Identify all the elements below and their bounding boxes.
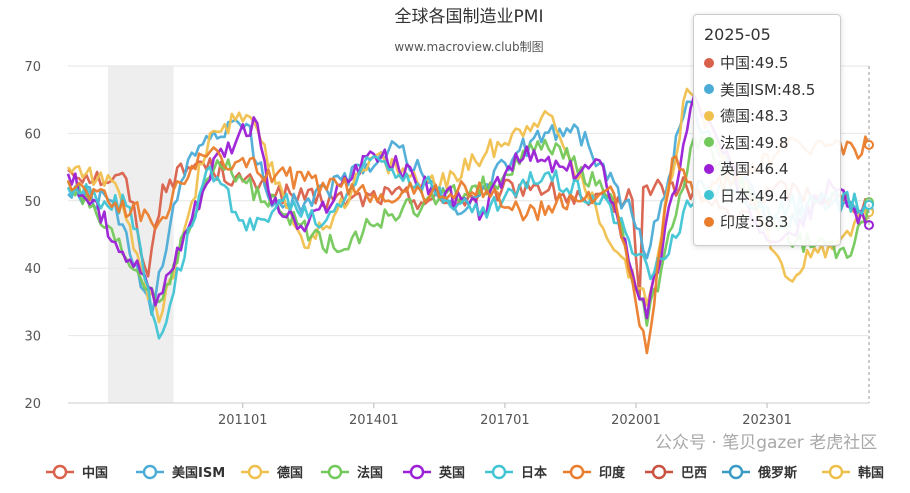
legend-item[interactable]: 英国 — [403, 464, 465, 481]
tooltip-dot-icon — [704, 137, 714, 147]
tooltip-row: 日本:49.4 — [704, 183, 830, 210]
tooltip-label: 中国:49.5 — [720, 54, 789, 72]
legend-marker — [728, 464, 744, 480]
tooltip-title: 2025-05 — [704, 25, 771, 44]
tooltip-row: 美国ISM:48.5 — [704, 77, 830, 104]
y-axis: 20 30 40 50 60 70 — [24, 60, 41, 412]
legend-label: 日本 — [521, 465, 547, 481]
tooltip-label: 印度:58.3 — [720, 213, 789, 231]
tooltip-dot-icon — [704, 163, 714, 174]
tooltip-dot-icon — [704, 110, 714, 121]
y-tick-label: 50 — [24, 195, 41, 210]
legend-item[interactable]: 中国 — [46, 464, 108, 481]
x-axis: 201101 201401 201701 202001 202301 — [218, 403, 792, 428]
tooltip-dot-icon — [704, 216, 714, 227]
legend-item[interactable]: 日本 — [485, 464, 547, 481]
tooltip: 2025-05 中国:49.5 美国ISM:48.5 德国:48.3 法国:49.8 英… — [693, 14, 841, 246]
tooltip-row: 印度:58.3 — [704, 209, 830, 236]
tooltip-label: 英国:46.4 — [720, 160, 789, 178]
tooltip-row: 中国:49.5 — [704, 50, 830, 77]
legend-marker — [651, 464, 667, 480]
legend-marker — [569, 464, 585, 480]
y-tick-label: 60 — [24, 127, 41, 142]
y-tick-label: 70 — [24, 60, 41, 75]
x-tick-label: 201101 — [218, 413, 268, 428]
recession-shade — [108, 66, 174, 403]
x-tick-label: 201701 — [480, 413, 530, 428]
x-tick-label: 202301 — [742, 413, 792, 428]
tooltip-label: 美国ISM:48.5 — [720, 80, 816, 99]
legend-marker — [491, 464, 507, 480]
legend-label: 德国 — [277, 465, 303, 481]
legend-marker — [828, 464, 844, 480]
tooltip-row: 英国:46.4 — [704, 156, 830, 183]
y-tick-label: 20 — [24, 397, 41, 412]
legend-item[interactable]: 巴西 — [645, 464, 707, 481]
y-tick-label: 30 — [24, 330, 41, 345]
x-tick-label: 201401 — [349, 413, 399, 428]
tooltip-label: 日本:49.4 — [720, 186, 789, 205]
legend-item[interactable]: 俄罗斯 — [722, 464, 797, 481]
shaded-band — [108, 66, 174, 403]
legend-item[interactable]: 美国ISM — [136, 464, 225, 481]
legend-item[interactable]: 印度 — [563, 464, 626, 481]
legend-item[interactable]: 法国 — [321, 464, 383, 481]
y-tick-label: 40 — [24, 262, 41, 277]
watermark: 公众号 · 笔贝gazer 老虎社区 — [655, 433, 878, 453]
legend-marker — [327, 464, 343, 480]
legend-label: 英国 — [438, 465, 465, 481]
tooltip-row: 法国:49.8 — [704, 130, 830, 157]
legend[interactable]: 中国 美国ISM 德国 法国 英国 日本 印度 巴西 俄罗斯 韩国 — [46, 464, 884, 481]
legend-marker — [409, 464, 425, 480]
legend-item[interactable]: 韩国 — [822, 464, 884, 481]
legend-label: 法国 — [357, 465, 383, 481]
tooltip-dot-icon — [704, 190, 714, 200]
legend-marker — [247, 464, 263, 480]
legend-label: 韩国 — [858, 465, 884, 481]
legend-label: 俄罗斯 — [757, 465, 797, 481]
legend-label: 印度 — [599, 465, 626, 481]
legend-marker — [52, 464, 68, 480]
tooltip-row: 德国:48.3 — [704, 103, 830, 130]
chart-title: 全球各国制造业PMI — [395, 7, 544, 27]
legend-marker — [142, 464, 158, 480]
tooltip-label: 法国:49.8 — [720, 133, 789, 152]
x-tick-label: 202001 — [611, 413, 661, 428]
legend-label: 美国ISM — [172, 465, 225, 481]
legend-label: 中国 — [82, 465, 108, 481]
tooltip-dot-icon — [704, 57, 714, 68]
tooltip-label: 德国:48.3 — [720, 107, 789, 125]
legend-item[interactable]: 德国 — [241, 464, 303, 481]
tooltip-dot-icon — [704, 84, 714, 94]
chart-subtitle: www.macroview.club制图 — [394, 40, 543, 54]
legend-label: 巴西 — [681, 466, 707, 481]
